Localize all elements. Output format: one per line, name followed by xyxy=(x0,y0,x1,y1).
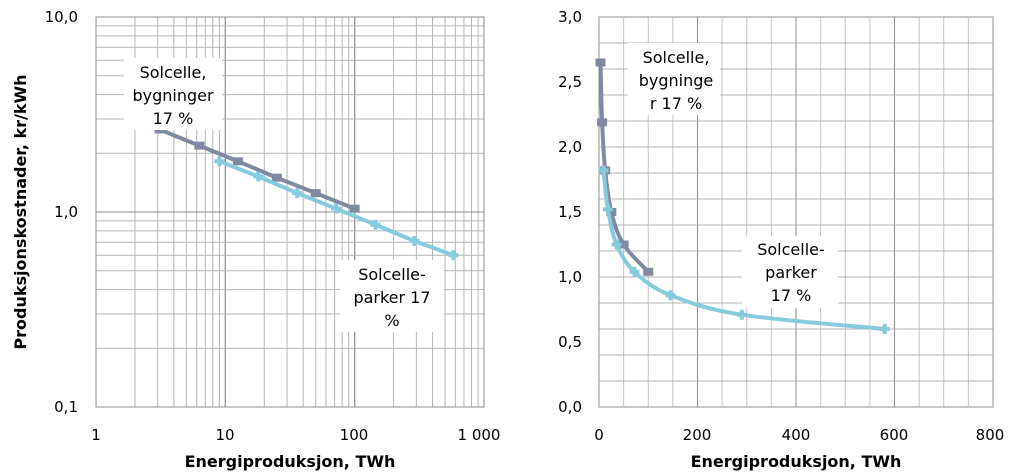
annotation-line: bygninge xyxy=(639,71,714,90)
right-y-tick-label: 0,0 xyxy=(558,398,582,416)
right-y-tick-label: 0,5 xyxy=(558,333,582,351)
data-point-parker xyxy=(736,309,747,320)
data-point-parker xyxy=(253,171,264,182)
left-x-tick-label: 1 xyxy=(91,426,101,444)
right-chart: 3,0 2,5 2,0 1,5 1,0 0,5 0,0 0 200 400 60… xyxy=(558,8,1004,471)
data-point-parker xyxy=(598,165,609,176)
data-point-bygninger xyxy=(232,157,243,166)
left-y-tick-label: 1,0 xyxy=(54,203,78,221)
right-x-axis-title: Energiproduksjon, TWh xyxy=(691,452,902,471)
annotation-line: parker xyxy=(765,263,817,282)
right-annotation-bygninger: Solcelle, bygninge r 17 % xyxy=(628,43,720,115)
annotation-line: Solcelle, xyxy=(140,63,207,82)
annotation-line: bygninger xyxy=(132,86,214,105)
right-y-tick-label: 1,0 xyxy=(558,268,582,286)
annotation-line: Solcelle- xyxy=(757,240,825,259)
series-line-bygninger xyxy=(157,127,357,211)
annotation-line: 17 % xyxy=(771,286,812,305)
annotation-line: Solcelle, xyxy=(643,48,710,67)
annotation-line: parker 17 xyxy=(353,288,430,307)
data-point-bygninger xyxy=(349,204,360,213)
right-x-tick-label: 800 xyxy=(976,426,1005,444)
right-y-tick-label: 1,5 xyxy=(558,203,582,221)
data-point-parker xyxy=(370,219,381,230)
annotation-line: r 17 % xyxy=(650,94,702,113)
left-annotation-parker: Solcelle- parker 17 % xyxy=(340,260,444,332)
left-x-axis-title: Energiproduksjon, TWh xyxy=(185,452,396,471)
left-y-tick-label: 10,0 xyxy=(45,8,78,26)
data-point-parker xyxy=(602,204,613,215)
data-point-bygninger xyxy=(595,58,606,67)
data-point-bygninger xyxy=(310,189,321,198)
data-point-parker xyxy=(629,266,640,277)
data-point-parker xyxy=(879,324,890,334)
right-y-tick-label: 2,5 xyxy=(558,73,582,91)
left-plot-frame xyxy=(95,16,485,408)
annotation-line: % xyxy=(384,311,399,330)
data-point-parker xyxy=(214,156,225,167)
data-point-parker xyxy=(448,250,459,261)
data-point-bygninger xyxy=(271,173,282,182)
data-point-bygninger xyxy=(618,240,629,249)
right-series xyxy=(595,58,890,334)
data-point-parker xyxy=(665,290,676,301)
annotation-line: 17 % xyxy=(153,109,194,128)
left-y-tick-label: 0,1 xyxy=(54,398,78,416)
data-point-bygninger xyxy=(643,267,654,276)
right-x-tick-label: 200 xyxy=(683,426,712,444)
right-annotation-parker: Solcelle- parker 17 % xyxy=(742,236,838,308)
right-y-tick-label: 2,0 xyxy=(558,138,582,156)
data-point-parker xyxy=(409,236,420,247)
right-x-tick-label: 400 xyxy=(782,426,811,444)
left-series xyxy=(154,125,459,261)
data-point-bygninger xyxy=(597,118,608,127)
data-point-parker xyxy=(331,203,342,214)
left-chart: 10,0 1,0 0,1 1 10 100 1 000 Energiproduk… xyxy=(11,8,500,471)
data-point-bygninger xyxy=(194,141,205,150)
left-y-axis-title: Produksjonskostnader, kr/kWh xyxy=(11,74,30,349)
data-point-parker xyxy=(611,239,622,250)
left-annotation-bygninger: Solcelle, bygninger 17 % xyxy=(124,58,222,130)
right-plot-frame xyxy=(598,16,994,408)
right-y-tick-label: 3,0 xyxy=(558,8,582,26)
left-x-tick-label: 10 xyxy=(215,426,234,444)
right-x-tick-label: 600 xyxy=(880,426,909,444)
left-x-tick-label: 1 000 xyxy=(458,426,501,444)
annotation-line: Solcelle- xyxy=(358,265,426,284)
data-point-bygninger xyxy=(606,208,617,216)
left-x-tick-label: 100 xyxy=(340,426,369,444)
data-point-parker xyxy=(292,188,303,199)
right-x-tick-label: 0 xyxy=(594,426,604,444)
